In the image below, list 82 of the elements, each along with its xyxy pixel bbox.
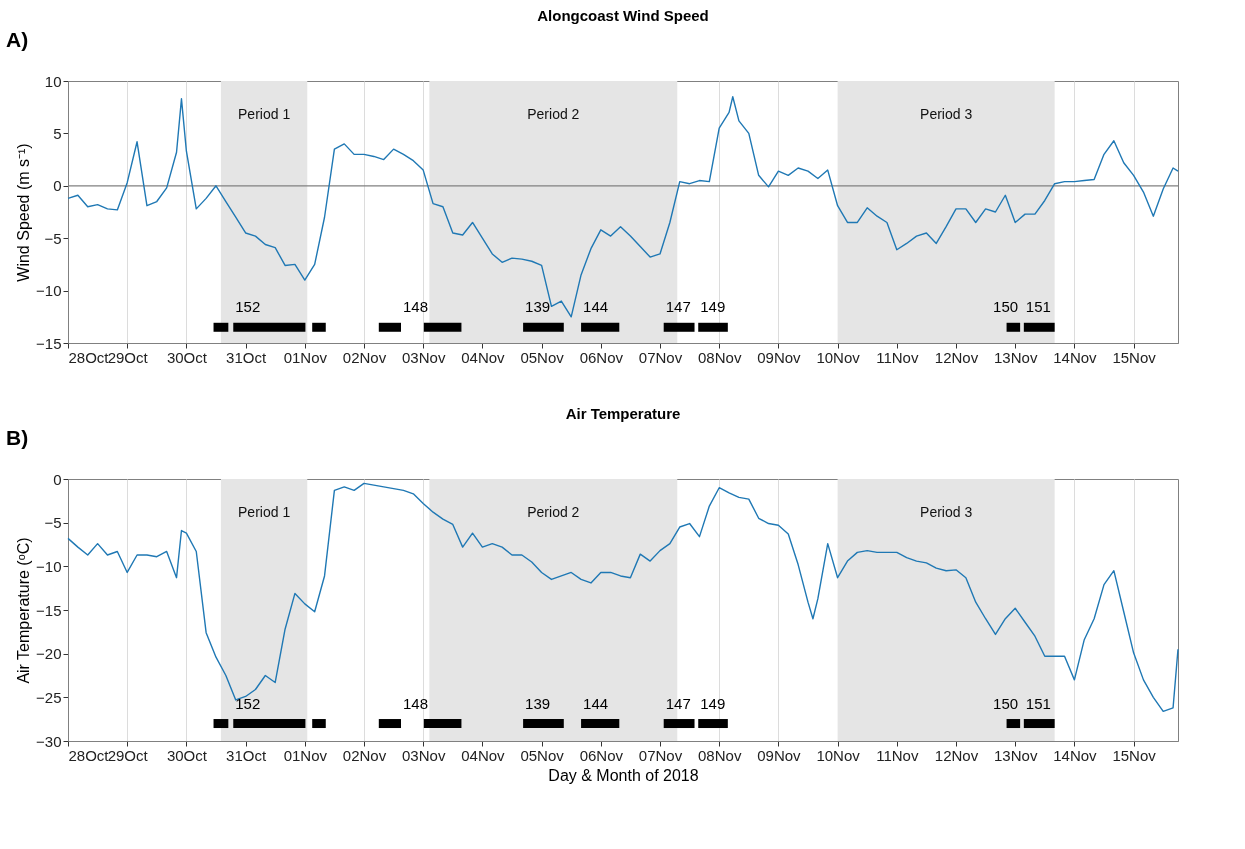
x-tick-label: 12Nov [934, 746, 979, 764]
x-tick-label: 04Nov [461, 746, 506, 764]
annotation: 148 [403, 298, 429, 316]
y-tick-label: −10 [36, 557, 62, 575]
chart-title: Alongcoast Wind Speed [537, 7, 709, 24]
y-tick-label: −20 [36, 645, 62, 663]
x-tick-label: 05Nov [520, 348, 565, 366]
x-tick-label: 08Nov [698, 348, 742, 366]
y-tick-label: 0 [53, 470, 62, 488]
band-label: Period 1 [238, 504, 291, 520]
annotation: 147 [665, 298, 691, 316]
x-tick-label: 07Nov [638, 746, 683, 764]
y-tick-label: −15 [36, 334, 62, 352]
annotation: 148 [403, 694, 429, 712]
text: B) [6, 426, 29, 449]
x-tick-label: 30Oct [166, 348, 208, 366]
x-tick-label: 12Nov [934, 348, 979, 366]
y-tick-label: −10 [36, 282, 62, 300]
annotation: 149 [700, 694, 726, 712]
x-axis-title: Day & Month of 2018 [548, 766, 699, 784]
band-label: Period 2 [527, 504, 580, 520]
annotation: 152 [235, 298, 261, 316]
annotation: 151 [1025, 694, 1051, 712]
x-tick-label: 09Nov [757, 348, 802, 366]
x-tick-label: 15Nov [1112, 348, 1157, 366]
annotation: 152 [235, 694, 261, 712]
annotation: 139 [525, 694, 551, 712]
annotation: 144 [583, 298, 609, 316]
line-series [67, 96, 1179, 318]
x-tick-label: 09Nov [757, 746, 802, 764]
x-tick-label: 03Nov [402, 348, 446, 366]
x-tick-label: 01Nov [283, 348, 328, 366]
y-tick-label: 0 [53, 177, 62, 195]
x-tick-label: 05Nov [520, 746, 565, 764]
band-label: Period 1 [238, 106, 291, 122]
x-tick-label: 13Nov [994, 746, 1038, 764]
x-tick-label: 11Nov [876, 746, 919, 764]
x-tick-label: 01Nov [283, 746, 328, 764]
band-label: Period 2 [527, 106, 580, 122]
x-tick-label: 07Nov [638, 348, 683, 366]
y-tick-label: −5 [44, 514, 62, 532]
x-tick-label: 14Nov [1053, 348, 1098, 366]
chart-title: Air Temperature [565, 405, 681, 422]
x-tick-label: 11Nov [876, 348, 919, 366]
x-tick-label: 29Oct [107, 348, 149, 366]
x-tick-label: 10Nov [816, 746, 861, 764]
x-tick-label: 02Nov [342, 746, 387, 764]
y-tick-label: −5 [44, 229, 62, 247]
x-tick-label: 28Oct [68, 348, 110, 366]
x-tick-label: 31Oct [226, 746, 267, 764]
x-tick-label: 31Oct [226, 348, 267, 366]
band-label: Period 3 [920, 106, 973, 122]
x-tick-label: 13Nov [994, 348, 1038, 366]
annotation: 147 [665, 694, 691, 712]
y-axis-title: Air Temperature (ᵒC) [15, 537, 33, 684]
x-tick-label: 15Nov [1112, 746, 1157, 764]
y-tick-label: −25 [36, 688, 62, 706]
y-tick-label: 10 [44, 72, 62, 90]
x-tick-label: 06Nov [579, 746, 624, 764]
annotation: 139 [525, 298, 551, 316]
x-tick-label: 04Nov [461, 348, 506, 366]
x-tick-label: 28Oct [68, 746, 110, 764]
annotation: 151 [1025, 298, 1051, 316]
x-tick-label: 10Nov [816, 348, 861, 366]
x-tick-label: 06Nov [579, 348, 624, 366]
y-axis-title: Wind Speed (m s⁻¹) [15, 143, 33, 282]
text: A) [6, 28, 29, 51]
x-tick-label: 30Oct [166, 746, 208, 764]
x-tick-label: 14Nov [1053, 746, 1098, 764]
annotation: 144 [583, 694, 609, 712]
x-tick-label: 08Nov [698, 746, 742, 764]
x-tick-label: 03Nov [402, 746, 446, 764]
y-tick-label: 5 [53, 124, 62, 142]
annotation: 150 [993, 694, 1019, 712]
y-tick-label: −15 [36, 601, 62, 619]
annotation: 149 [700, 298, 726, 316]
x-tick-label: 29Oct [107, 746, 149, 764]
annotation: 150 [993, 298, 1019, 316]
line-series [67, 482, 1179, 713]
x-tick-label: 02Nov [342, 348, 387, 366]
y-tick-label: −30 [36, 732, 62, 750]
band-label: Period 3 [920, 504, 973, 520]
